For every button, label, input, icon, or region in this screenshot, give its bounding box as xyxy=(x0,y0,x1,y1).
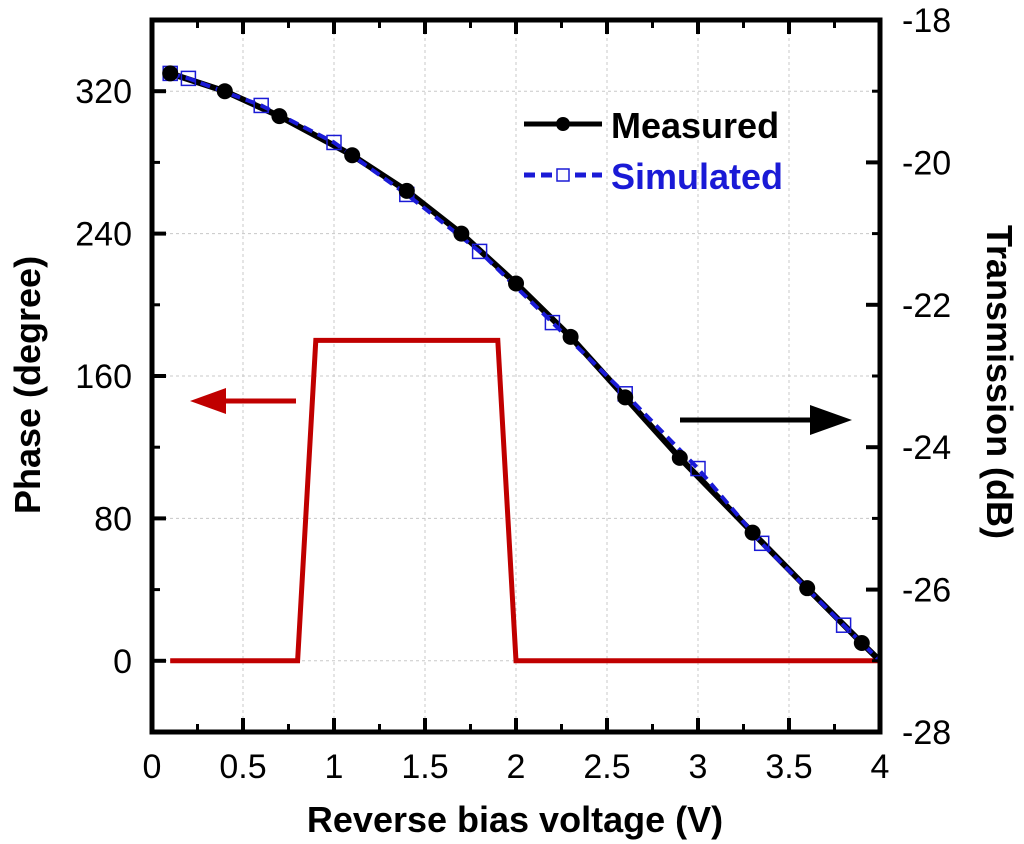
simulated-point xyxy=(180,70,197,87)
left-tick-label: 160 xyxy=(75,358,132,396)
right-tick-label: -22 xyxy=(902,287,951,325)
measured-point xyxy=(216,83,233,100)
left-tick-label: 0 xyxy=(113,643,132,681)
ticks xyxy=(150,18,882,734)
simulated-point xyxy=(753,535,770,552)
left-tick-label: 80 xyxy=(94,500,132,538)
legend: Measured Simulated xyxy=(524,105,783,197)
simulated-point xyxy=(326,134,342,151)
simulated-series-line xyxy=(169,71,882,663)
simulated-point xyxy=(471,243,488,260)
right-axis-title: Transmission (dB) xyxy=(979,225,1020,539)
right-tick-label: -18 xyxy=(902,2,951,40)
phase-axis-arrowhead xyxy=(190,388,226,414)
legend-simulated-label: Simulated xyxy=(611,156,783,197)
legend-simulated-marker xyxy=(556,168,570,182)
x-tick-label: 3.5 xyxy=(765,748,812,786)
phase-series-line xyxy=(170,337,880,664)
measured-point xyxy=(671,449,688,466)
measured-point xyxy=(744,524,761,541)
x-tick-label: 1 xyxy=(325,748,344,786)
simulated-point xyxy=(253,97,269,114)
measured-point xyxy=(853,635,870,651)
measured-point xyxy=(162,65,179,82)
measured-point xyxy=(799,580,816,597)
x-tick-label: 3 xyxy=(689,748,708,786)
right-tick-label: -28 xyxy=(902,714,951,752)
right-tick-label: -24 xyxy=(902,429,951,467)
measured-point xyxy=(617,389,634,406)
left-tick-label: 240 xyxy=(75,216,132,254)
left-tick-label: 320 xyxy=(75,73,132,111)
transmission-axis-arrowhead xyxy=(810,405,852,435)
x-axis-title: Reverse bias voltage (V) xyxy=(307,799,723,840)
measured-point xyxy=(344,147,361,164)
series-group xyxy=(162,65,883,664)
right-tick-label: -26 xyxy=(902,572,951,610)
annotations xyxy=(190,388,852,435)
x-tick-label: 0.5 xyxy=(219,748,266,786)
x-tick-label: 2.5 xyxy=(583,748,630,786)
simulated-point xyxy=(835,617,852,633)
x-tick-label: 0 xyxy=(143,748,162,786)
measured-point xyxy=(453,225,470,242)
tick-labels: 0 0.5 1 1.5 2 2.5 3 3.5 4 0 80 160 240 320 -28 -26 -24 -2… xyxy=(75,2,951,786)
simulated-point xyxy=(544,314,561,331)
legend-measured-label: Measured xyxy=(611,105,779,146)
grid xyxy=(152,20,880,732)
x-tick-label: 4 xyxy=(871,748,890,786)
x-tick-label: 2 xyxy=(507,748,526,786)
measured-point xyxy=(562,328,579,345)
measured-point xyxy=(508,275,524,292)
left-axis-title: Phase (degree) xyxy=(7,256,48,514)
right-tick-label: -20 xyxy=(902,144,951,182)
legend-measured-marker xyxy=(556,117,570,131)
measured-point xyxy=(398,182,415,199)
simulated-point xyxy=(690,460,706,477)
measured-point xyxy=(271,108,288,125)
x-tick-label: 1.5 xyxy=(401,748,448,786)
